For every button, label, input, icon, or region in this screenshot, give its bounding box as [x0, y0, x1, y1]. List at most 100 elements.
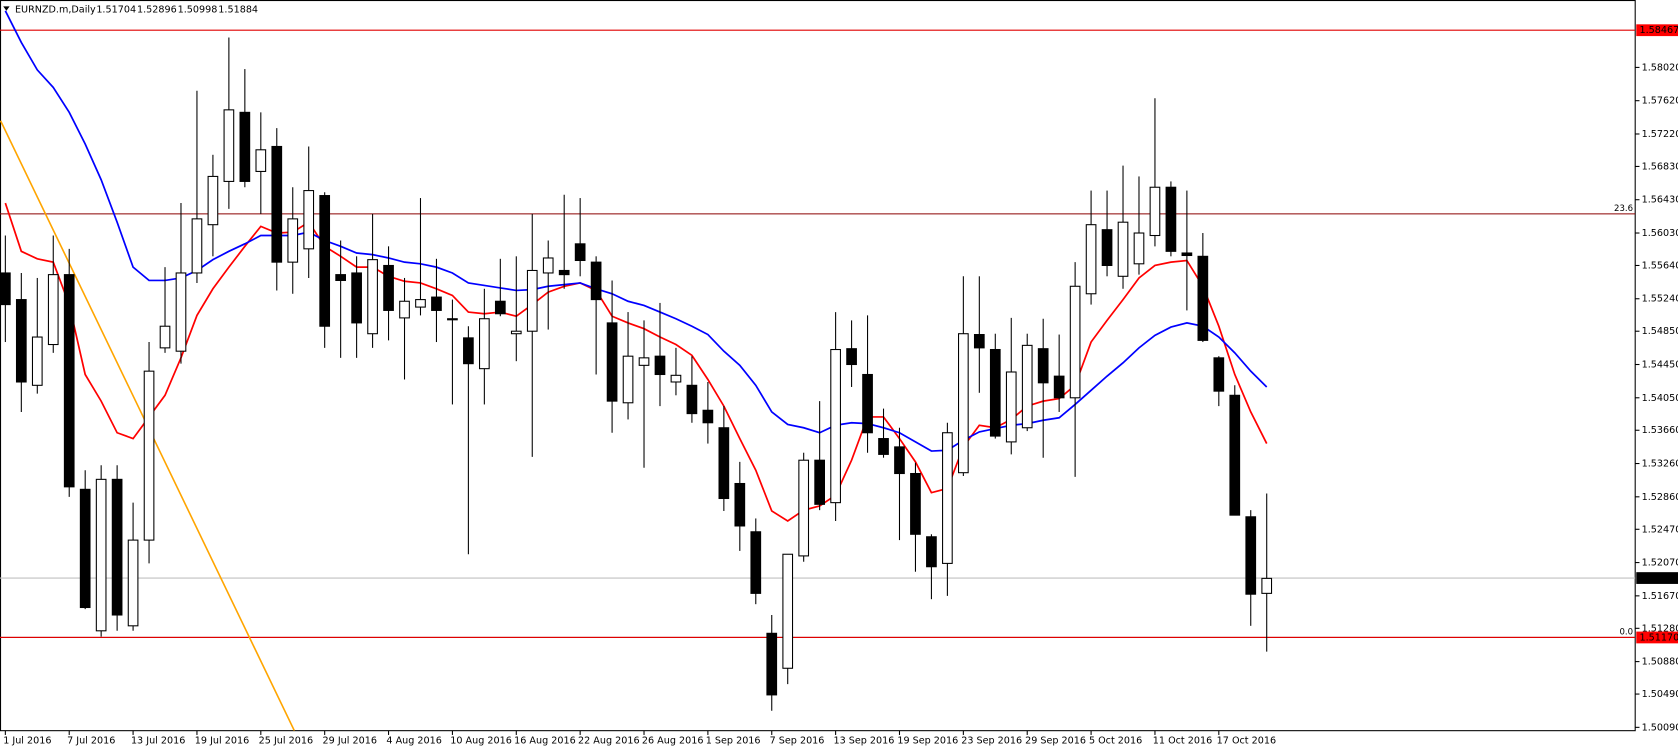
candle-body — [287, 218, 299, 263]
candle-body — [734, 482, 746, 527]
candle-body — [926, 536, 937, 568]
moving-average — [4, 202, 1268, 522]
candle-body — [255, 149, 267, 172]
candle-body — [542, 257, 554, 274]
candle-body — [351, 272, 362, 324]
y-tick-label: 1.57220 — [1642, 129, 1678, 140]
plot-area — [0, 10, 1636, 731]
y-tick-label: 1.58020 — [1642, 62, 1678, 73]
x-tick-label: 5 Oct 2016 — [1089, 735, 1142, 746]
candle-body — [63, 274, 75, 488]
x-tick-label: 7 Sep 2016 — [770, 735, 825, 746]
candle-body — [1213, 357, 1225, 392]
candle-body — [31, 336, 43, 386]
candle-body — [830, 348, 841, 504]
candle-body — [1261, 577, 1273, 594]
header-value: 1.51704 — [96, 5, 136, 16]
x-tick-label: 16 Aug 2016 — [514, 735, 576, 746]
candle-body — [989, 348, 1001, 437]
candle-body — [702, 409, 714, 424]
candle-body — [191, 218, 203, 274]
candle-body — [1069, 285, 1081, 399]
candle-body — [766, 632, 778, 696]
y-tick-label: 1.50880 — [1642, 657, 1678, 668]
candle-body — [1149, 186, 1161, 237]
x-tick-label: 7 Jul 2016 — [67, 735, 115, 746]
candle-body — [1101, 229, 1113, 267]
y-tick-label: 1.50090 — [1642, 722, 1678, 733]
y-tick-label: 1.54450 — [1642, 360, 1678, 371]
candle-body — [271, 145, 283, 263]
candle-body — [399, 300, 410, 319]
candle-body — [510, 330, 522, 335]
candle-body — [111, 478, 123, 616]
candle-body — [159, 325, 171, 349]
candle-body — [1133, 232, 1145, 265]
header-value: 1.52896 — [137, 5, 177, 16]
candle-body — [590, 261, 602, 301]
candle-body — [670, 374, 682, 383]
candle-body — [47, 274, 59, 346]
candle-body — [606, 322, 618, 402]
price-badge-label: 1.51884 — [1639, 573, 1678, 584]
candle-body — [494, 300, 506, 315]
candle-body — [1181, 252, 1193, 257]
candle-body — [415, 299, 426, 308]
candle-body — [1229, 394, 1241, 516]
candle-body — [973, 334, 985, 349]
candle-body — [223, 109, 235, 182]
moving-average — [4, 10, 1268, 452]
price-badge-label: 1.58467 — [1639, 25, 1678, 36]
fibo-label: 23.6 — [1614, 204, 1633, 214]
menu-arrow[interactable] — [3, 6, 10, 11]
x-tick-label: 17 Oct 2016 — [1217, 735, 1276, 746]
candle-body — [0, 272, 11, 306]
candle-body — [846, 348, 857, 366]
candle-body — [1005, 371, 1017, 443]
candle-body — [750, 531, 762, 594]
x-tick-label: 22 Aug 2016 — [578, 735, 640, 746]
candle-body — [1053, 375, 1065, 399]
y-tick-label: 1.54050 — [1642, 393, 1678, 404]
candle-body — [319, 195, 331, 327]
candle-body — [479, 318, 490, 370]
y-tick-label: 1.56030 — [1642, 228, 1678, 239]
candle-body — [1021, 344, 1033, 429]
candle-body — [239, 111, 251, 182]
candle-body — [127, 539, 139, 627]
y-tick-label: 1.52860 — [1642, 492, 1678, 503]
x-tick-label: 25 Jul 2016 — [259, 735, 313, 746]
candle-body — [686, 384, 698, 415]
candle-body — [383, 264, 394, 311]
x-tick-label: 26 Aug 2016 — [642, 735, 704, 746]
symbol-title: EURNZD.m,Daily — [15, 5, 96, 16]
candle-body — [303, 190, 315, 250]
x-tick-label: 13 Sep 2016 — [833, 735, 894, 746]
candle-body — [798, 459, 810, 557]
candle-body — [878, 438, 889, 455]
candle-body — [367, 259, 378, 335]
candle-body — [1117, 221, 1129, 277]
x-tick-label: 29 Sep 2016 — [1025, 735, 1086, 746]
fibo-label: 0.0 — [1619, 628, 1633, 638]
y-tick-label: 1.56830 — [1642, 161, 1678, 172]
candle-body — [447, 318, 458, 321]
candle-body — [574, 243, 586, 262]
candle-body — [207, 175, 219, 226]
x-tick-label: 19 Jul 2016 — [195, 735, 249, 746]
x-tick-label: 11 Oct 2016 — [1153, 735, 1212, 746]
candle-body — [862, 373, 873, 434]
y-tick-label: 1.57620 — [1642, 96, 1678, 107]
candle-body — [894, 446, 905, 475]
price-badge — [1636, 24, 1678, 37]
price-badge — [1636, 572, 1678, 584]
candle-body — [1085, 224, 1097, 295]
x-tick-label: 19 Sep 2016 — [897, 735, 958, 746]
candle-body — [95, 478, 107, 632]
x-tick-label: 13 Jul 2016 — [131, 735, 185, 746]
candle-body — [782, 553, 794, 669]
candle-body — [335, 274, 347, 281]
candle-body — [958, 333, 969, 474]
